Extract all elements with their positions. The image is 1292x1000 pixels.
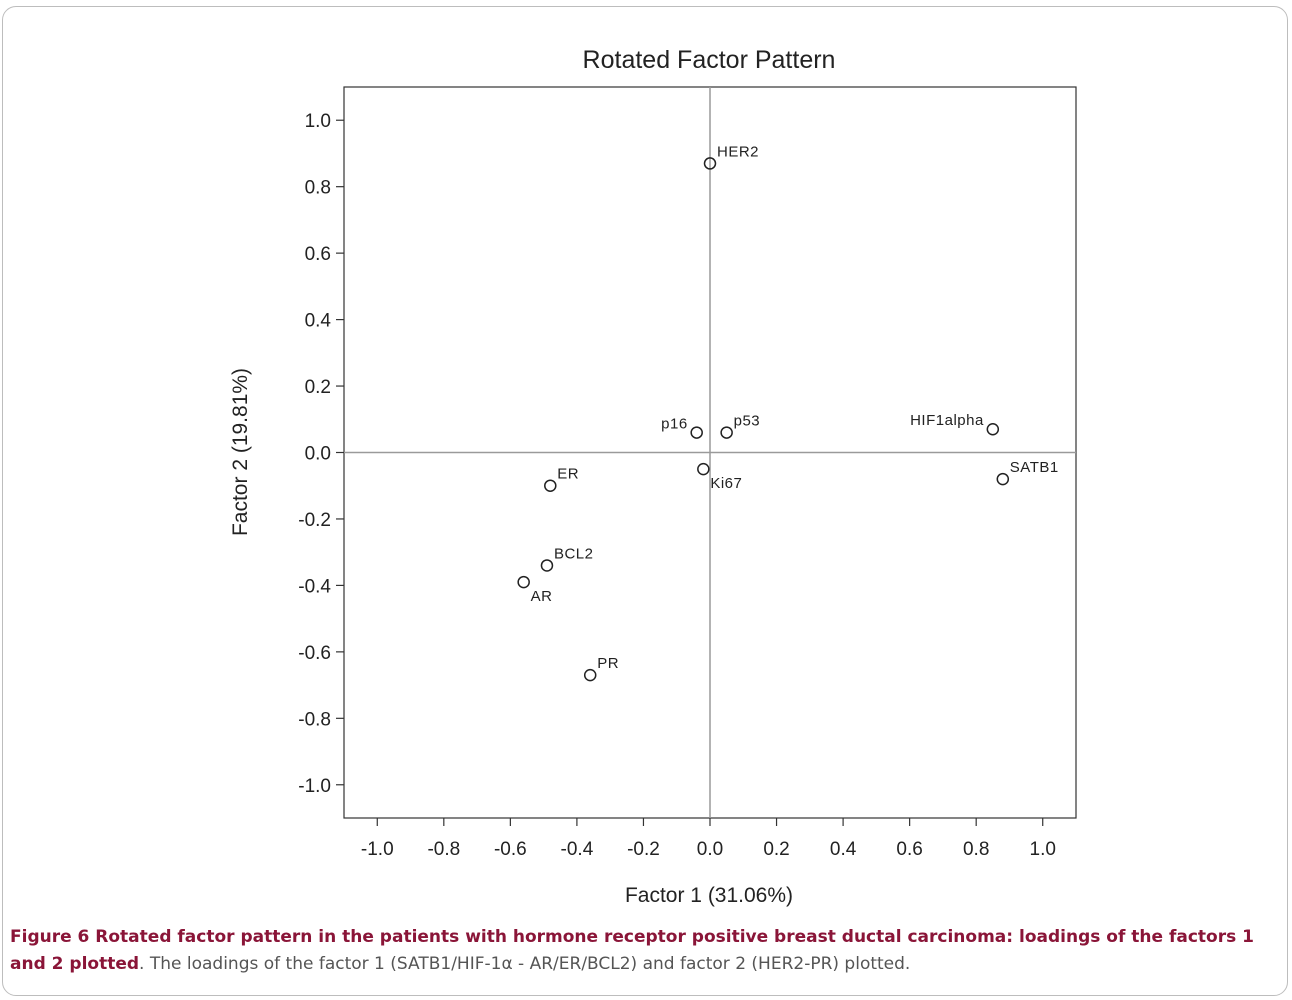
- point-her2: [703, 157, 717, 170]
- x-tick-label: 0.8: [963, 839, 989, 860]
- y-tick-label: -1.0: [298, 776, 331, 797]
- caption-text: . The loadings of the factor 1 (SATB1/HI…: [139, 954, 911, 974]
- y-tick-label: 0.8: [305, 178, 331, 199]
- y-tick-label: 0.0: [305, 444, 331, 465]
- data-points: HER2 p16 p53 HIF1alpha Ki67 SATB1 ER BCL2 AR PR: [517, 143, 1059, 682]
- point-label-hif1alpha: HIF1alpha: [910, 412, 984, 429]
- point-label-er: ER: [557, 466, 579, 483]
- x-tick-label: 0.6: [896, 839, 922, 860]
- y-tick-label: -0.6: [298, 643, 331, 664]
- x-axis-label: Factor 1 (31.06%): [625, 884, 793, 907]
- point-pr: [583, 668, 597, 682]
- figure-frame: [2, 6, 1288, 996]
- x-tick-label: -1.0: [361, 839, 394, 860]
- point-bcl2: [540, 559, 554, 572]
- x-tick-label: -0.2: [627, 839, 660, 860]
- point-label-p53: p53: [734, 413, 761, 430]
- point-ar: [517, 575, 530, 589]
- y-axis: 1.0 0.8 0.6 0.4 0.2 0.0 -0.2 -0.4 -0.6 -0.8 -1.0: [298, 111, 344, 797]
- x-tick-label: 0.2: [763, 839, 789, 860]
- x-tick-label: 1.0: [1030, 839, 1056, 860]
- y-tick-label: 0.6: [305, 244, 331, 265]
- point-p16: [690, 426, 703, 439]
- point-label-p16: p16: [661, 416, 688, 433]
- point-ki67: [697, 462, 710, 476]
- factor-pattern-chart: Rotated Factor Pattern -1.0 -0.8 -0.6 -0.4-…: [229, 46, 1077, 907]
- point-label-ar: AR: [531, 588, 553, 605]
- point-label-ki67: Ki67: [710, 475, 742, 492]
- x-tick-label: 0.0: [697, 839, 723, 860]
- caption-bold: Figure 6 Rotated factor pattern in the p…: [10, 927, 1254, 974]
- y-tick-label: 1.0: [305, 111, 331, 132]
- y-tick-label: -0.2: [298, 510, 331, 531]
- x-tick-label: 0.4: [830, 839, 857, 860]
- y-tick-label: -0.4: [298, 576, 331, 597]
- point-label-bcl2: BCL2: [554, 545, 594, 562]
- point-label-pr: PR: [597, 655, 619, 672]
- point-satb1: [996, 472, 1010, 486]
- chart-title: Rotated Factor Pattern: [583, 46, 836, 74]
- y-tick-label: -0.8: [298, 709, 331, 730]
- x-tick-label: -0.6: [494, 839, 527, 860]
- point-er: [544, 479, 557, 492]
- y-tick-label: 0.4: [305, 311, 332, 332]
- x-tick-label: -0.8: [427, 839, 460, 860]
- point-p53: [720, 426, 733, 439]
- y-axis-label: Factor 2 (19.81%): [229, 368, 252, 536]
- figure-caption: Figure 6 Rotated factor pattern in the p…: [10, 924, 1280, 978]
- point-label-satb1: SATB1: [1010, 459, 1059, 476]
- x-tick-label: -0.4: [561, 839, 594, 860]
- point-label-her2: HER2: [717, 143, 759, 160]
- y-tick-label: 0.2: [305, 377, 331, 398]
- x-axis: -1.0 -0.8 -0.6 -0.4 -0.2 0.0 0.2 0.4 0.6 0.8 1.0: [361, 818, 1056, 860]
- point-hif1alpha: [986, 422, 1000, 436]
